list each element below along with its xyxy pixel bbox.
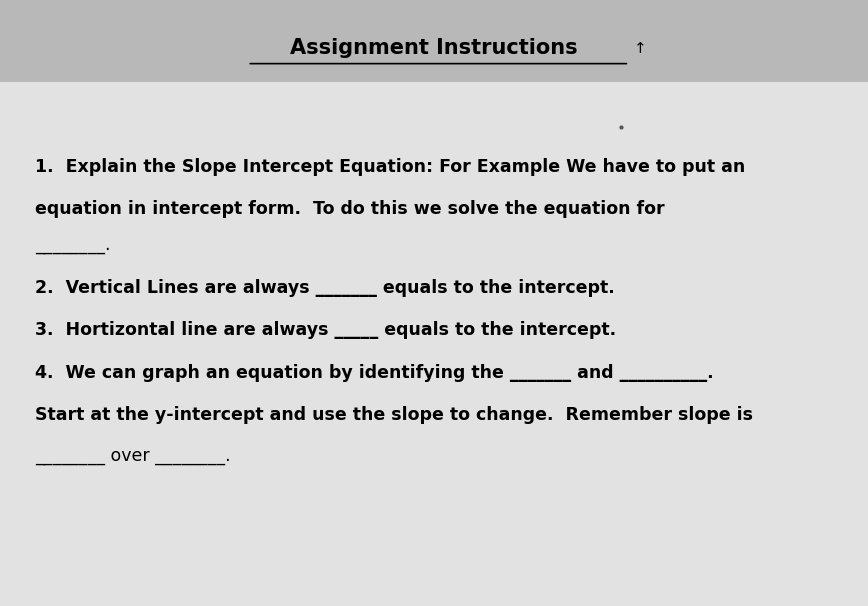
Text: ↑: ↑ (634, 41, 647, 56)
Text: 3.  Hortizontal line are always _____ equals to the intercept.: 3. Hortizontal line are always _____ equ… (35, 321, 615, 339)
Text: Start at the y-intercept and use the slope to change.  Remember slope is: Start at the y-intercept and use the slo… (35, 406, 753, 424)
Text: ________.: ________. (35, 236, 110, 255)
Text: 2.  Vertical Lines are always _______ equals to the intercept.: 2. Vertical Lines are always _______ equ… (35, 279, 615, 297)
Text: 4.  We can graph an equation by identifying the _______ and __________.: 4. We can graph an equation by identifyi… (35, 364, 713, 382)
Text: ________ over ________.: ________ over ________. (35, 447, 230, 465)
Text: 1.  Explain the Slope Intercept Equation: For Example We have to put an: 1. Explain the Slope Intercept Equation:… (35, 158, 745, 176)
Text: Assignment Instructions: Assignment Instructions (290, 38, 578, 59)
FancyBboxPatch shape (0, 0, 868, 82)
Text: equation in intercept form.  To do this we solve the equation for: equation in intercept form. To do this w… (35, 200, 664, 218)
